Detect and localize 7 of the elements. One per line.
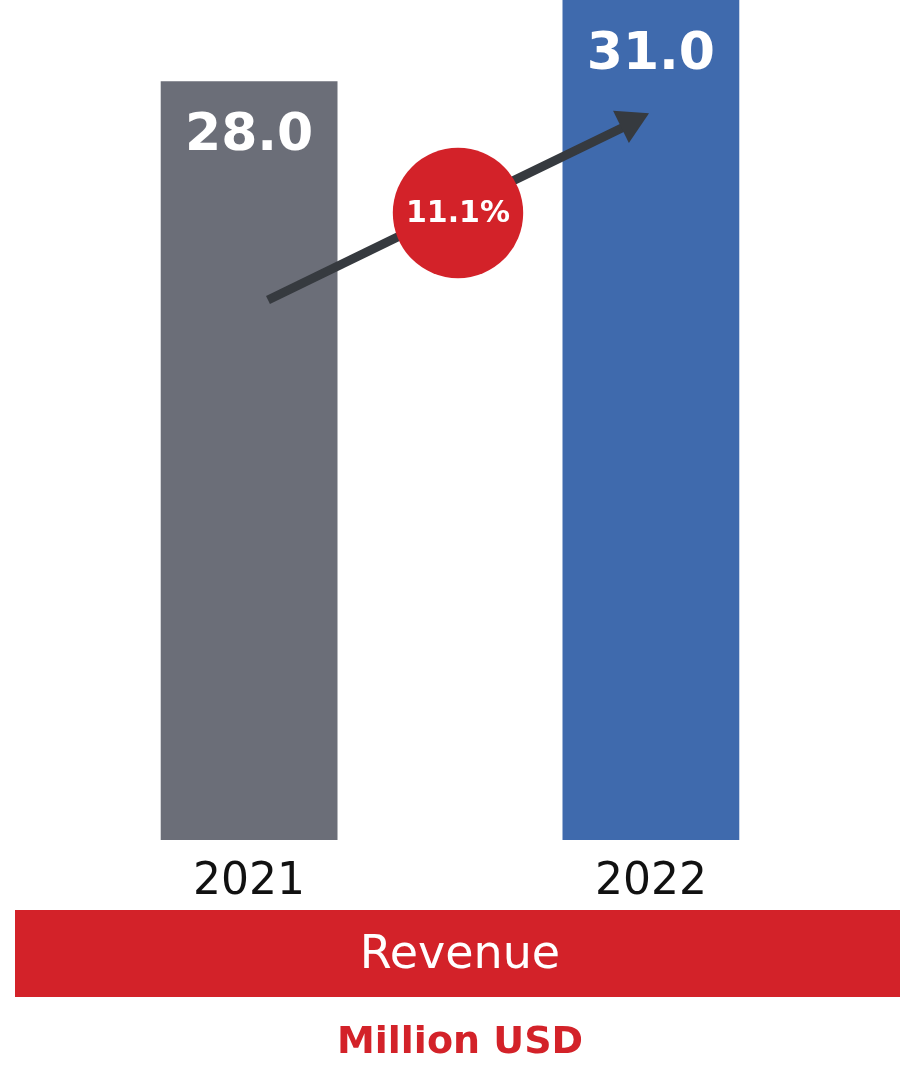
- text: Revenue: [359, 925, 561, 979]
- text: Million USD: [336, 1018, 584, 1062]
- data-label: 28.0: [184, 102, 314, 163]
- x-tick-label: 2021: [193, 852, 306, 904]
- data-label: 31.0: [586, 21, 716, 81]
- x-tick-label: 2022: [594, 852, 707, 904]
- annotation: 11.1%: [405, 194, 511, 229]
